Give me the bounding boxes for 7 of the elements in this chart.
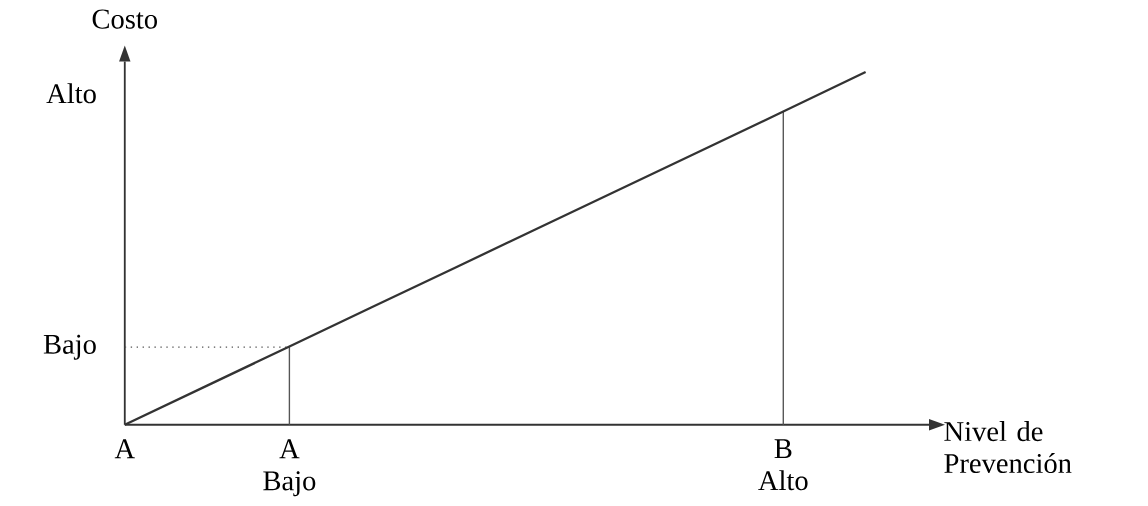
text: Alto: [46, 83, 96, 104]
x-tick-label: A Bajo: [263, 439, 316, 497]
x-tick-label: B Alto: [758, 439, 808, 491]
text: Bajo: [43, 334, 96, 360]
x-tick-label: A: [114, 439, 135, 459]
y-axis-title: Costo: [92, 9, 157, 29]
x-axis-title: Nivel de Prevención: [944, 421, 1072, 474]
